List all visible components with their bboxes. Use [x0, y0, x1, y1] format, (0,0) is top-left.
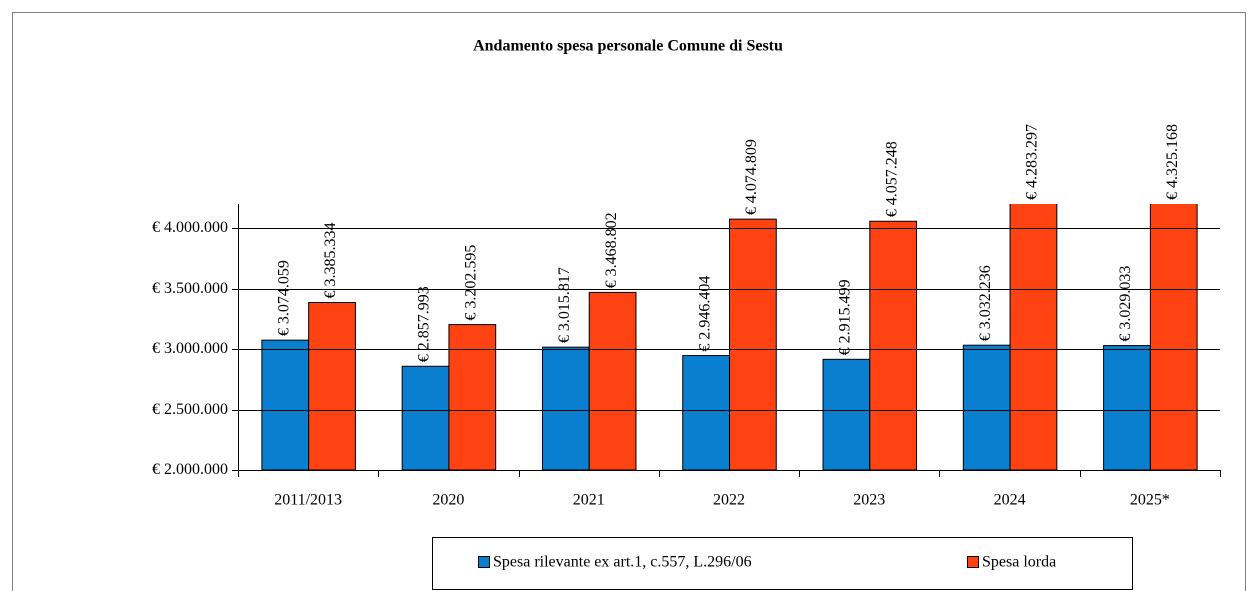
y-tick-label: € 3.500.000: [152, 280, 228, 297]
data-label: € 3.385.334: [322, 223, 339, 299]
data-label: € 3.032.236: [977, 265, 994, 341]
bar: [1009, 204, 1058, 471]
bar: [261, 339, 310, 471]
bar: [682, 355, 731, 471]
bar: [401, 365, 450, 471]
x-tick-label: 2024: [994, 492, 1026, 509]
y-tick-label: € 2.000.000: [152, 461, 228, 478]
data-label: € 2.915.499: [837, 279, 854, 355]
bar: [729, 218, 777, 471]
bar: [869, 220, 918, 471]
data-label: € 3.029.033: [1117, 266, 1134, 342]
x-tick-label: 2011/2013: [274, 492, 342, 509]
x-tick-label: 2021: [573, 492, 605, 509]
legend-swatch: [967, 556, 979, 568]
bar: [588, 291, 637, 471]
bar: [1103, 345, 1151, 471]
bar: [308, 302, 356, 471]
data-label: € 2.857.993: [416, 286, 433, 362]
legend-swatch: [478, 556, 490, 568]
legend: [432, 537, 1133, 590]
bar: [1149, 204, 1198, 471]
x-tick-label: 2023: [853, 492, 885, 509]
data-label: € 4.283.297: [1024, 124, 1041, 200]
bar: [541, 346, 590, 471]
y-tick-label: € 3.000.000: [152, 340, 228, 357]
bar: [448, 324, 497, 471]
data-label: € 3.074.059: [275, 260, 292, 336]
data-label: € 2.946.404: [696, 276, 713, 352]
bar: [962, 344, 1011, 471]
data-label: € 3.202.595: [462, 245, 479, 321]
legend-label: Spesa lorda: [982, 554, 1056, 571]
data-label: € 4.325.168: [1164, 124, 1181, 200]
data-label: € 3.015.817: [556, 267, 573, 343]
x-tick-label: 2020: [432, 492, 464, 509]
chart-frame: [12, 12, 1246, 591]
data-label: € 4.074.809: [743, 139, 760, 215]
data-label: € 3.468.802: [603, 212, 620, 288]
plot-area: [261, 204, 1198, 471]
y-tick-label: € 4.000.000: [152, 219, 228, 236]
chart-title: Andamento spesa personale Comune di Sest…: [473, 38, 783, 55]
x-tick-label: 2022: [713, 492, 745, 509]
x-tick-label: 2025*: [1130, 492, 1170, 509]
legend-label: Spesa rilevante ex art.1, c.557, L.296/0…: [493, 554, 752, 571]
y-tick-label: € 2.500.000: [152, 401, 228, 418]
bar: [822, 358, 871, 471]
data-label: € 4.057.248: [883, 141, 900, 217]
